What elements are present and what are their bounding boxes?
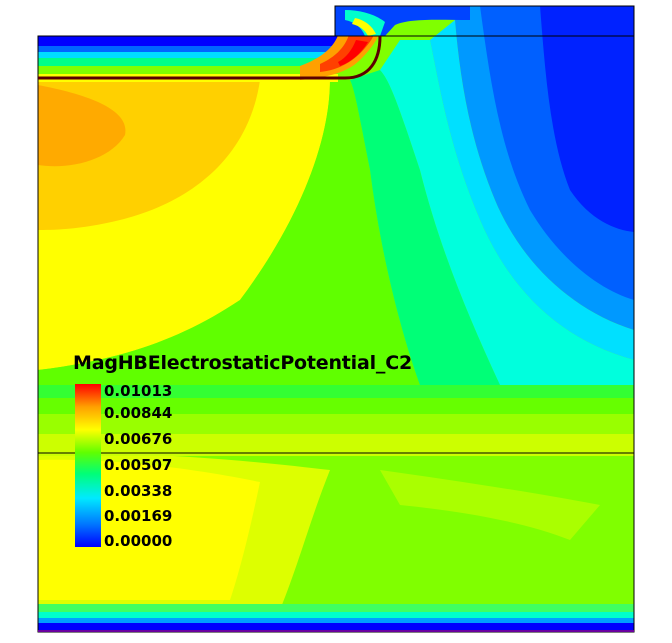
legend-title: MagHBElectrostaticPotential_C2 bbox=[73, 352, 412, 374]
legend-label-4: 0.00507 bbox=[104, 456, 173, 474]
legend-label-5: 0.00338 bbox=[104, 482, 173, 500]
legend-label-2: 0.00844 bbox=[104, 404, 173, 422]
colorbar bbox=[75, 384, 101, 547]
electrode-boundary bbox=[38, 35, 382, 80]
legend-label-3: 0.00676 bbox=[104, 430, 173, 448]
legend-label-max: 0.01013 bbox=[104, 382, 173, 400]
legend-label-6: 0.00169 bbox=[104, 507, 173, 525]
legend-label-min: 0.00000 bbox=[104, 532, 173, 550]
